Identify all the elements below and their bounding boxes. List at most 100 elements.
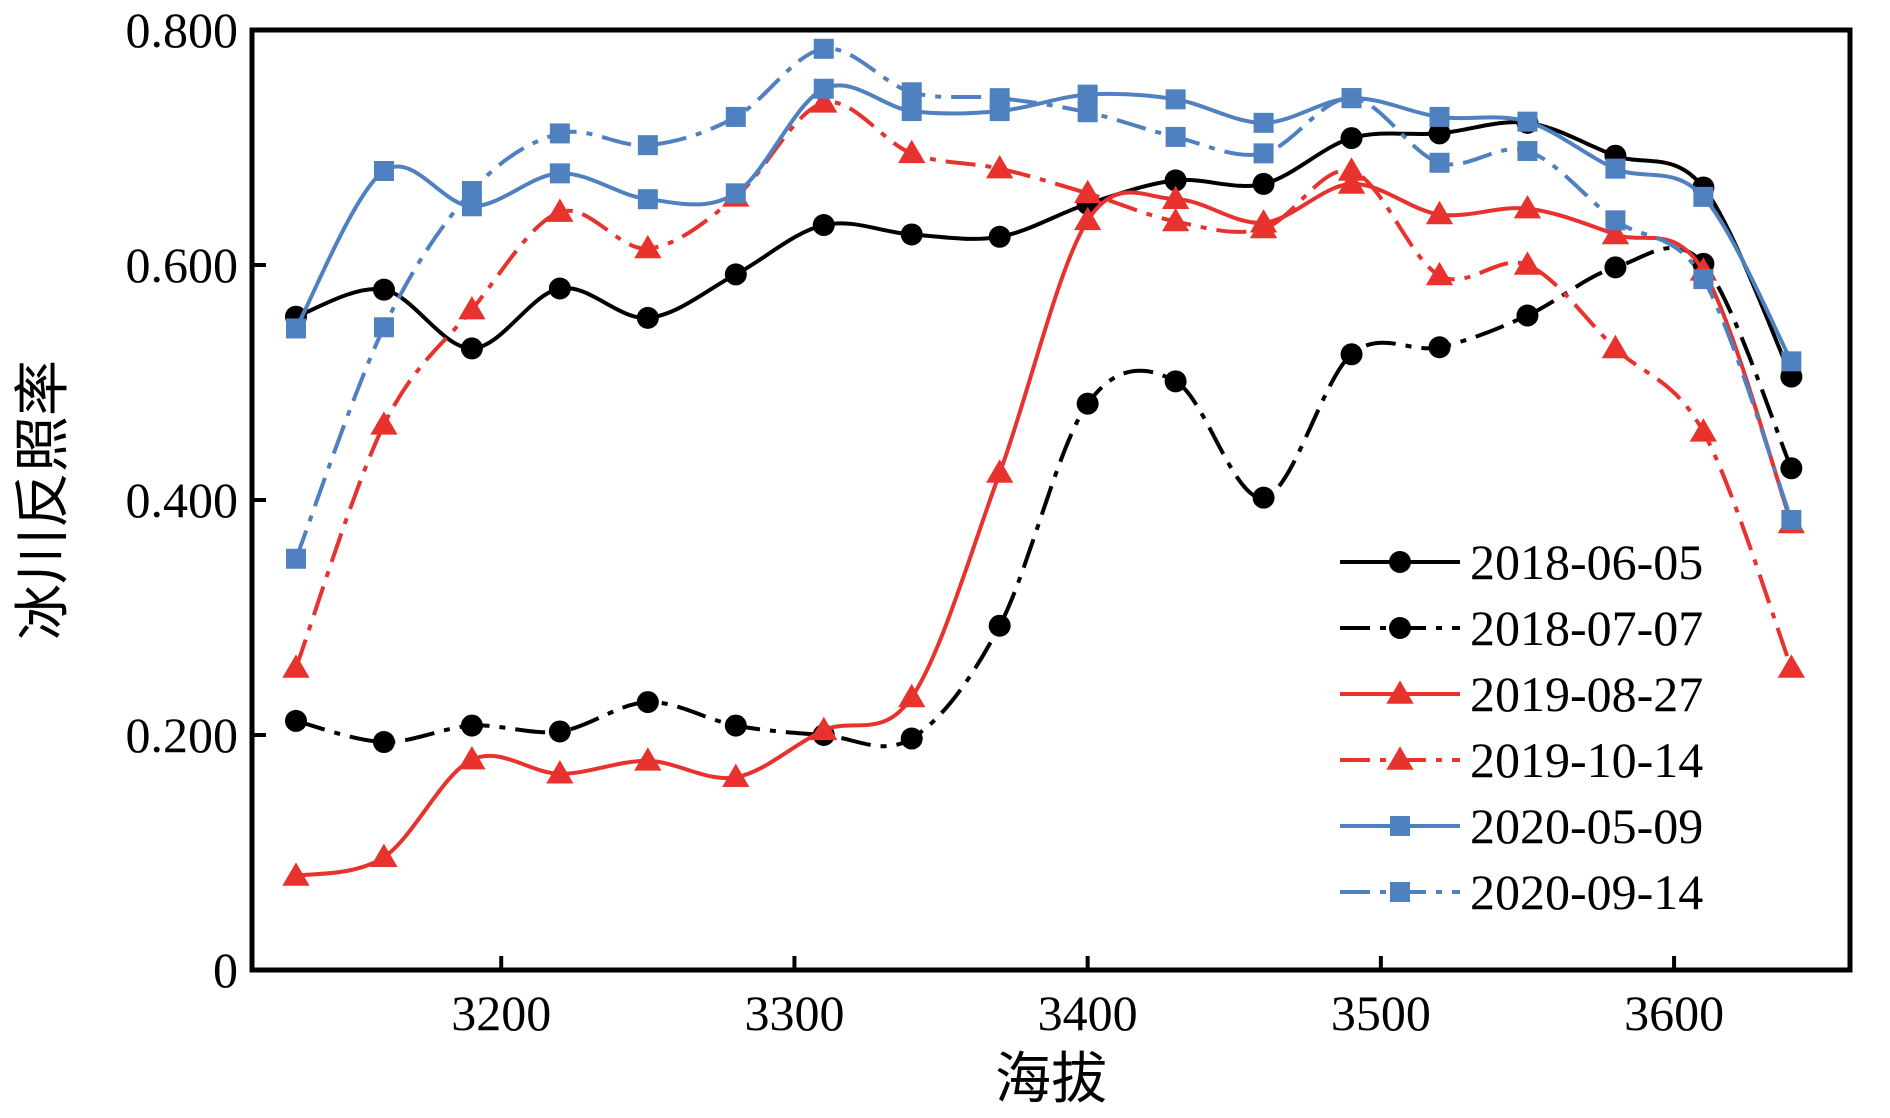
data-point-circle [900, 223, 923, 246]
x-tick-label: 3400 [1038, 985, 1138, 1041]
data-point-triangle [1777, 654, 1805, 678]
series-line [295, 120, 1794, 378]
data-point-square [1077, 84, 1098, 105]
data-point-circle [1252, 486, 1275, 509]
x-tick-label: 3500 [1331, 985, 1431, 1041]
legend-marker [1390, 816, 1410, 836]
legend-item: 2020-05-09 [1340, 798, 1703, 854]
data-point-square [1253, 112, 1274, 133]
x-tick-label: 3200 [451, 985, 551, 1041]
series-layer [282, 38, 1805, 886]
data-point-triangle [1074, 206, 1102, 231]
data-point-triangle [1689, 418, 1717, 442]
data-point-square [285, 318, 306, 339]
data-point-triangle [1337, 157, 1366, 181]
data-point-circle [988, 225, 1011, 248]
legend-item: 2018-06-05 [1340, 534, 1703, 590]
data-point-square [637, 189, 658, 210]
data-point-triangle [986, 459, 1014, 483]
data-point-triangle [1425, 261, 1454, 286]
data-point-triangle [458, 296, 486, 320]
data-point-square [1253, 143, 1274, 164]
data-point-square [549, 123, 570, 144]
data-point-square [1165, 89, 1186, 110]
data-point-triangle [546, 760, 574, 784]
data-point-circle [1428, 122, 1451, 145]
data-point-circle [1340, 127, 1363, 150]
data-point-square [1517, 111, 1538, 132]
data-point-square [1781, 509, 1802, 530]
data-point-triangle [898, 139, 926, 164]
data-point-triangle [898, 683, 926, 708]
data-point-circle [724, 263, 747, 286]
series-line [294, 83, 1794, 363]
data-point-circle [1340, 343, 1363, 366]
data-point-circle [1604, 256, 1627, 279]
data-point-triangle [634, 234, 662, 259]
data-point-square [373, 317, 394, 338]
data-point-triangle [1425, 200, 1454, 225]
axis-ticks: 3200 3300 3400 3500 3600 0 0.200 0.400 0.600 0.80… [126, 2, 1725, 1041]
data-point-square [373, 161, 394, 181]
series-2020-05-09 [285, 78, 1802, 372]
legend-label: 2020-05-09 [1470, 798, 1703, 854]
y-tick-label: 0.800 [126, 2, 239, 58]
data-point-triangle [546, 198, 574, 222]
data-point-square [1429, 106, 1450, 127]
data-point-circle [636, 691, 659, 714]
data-point-triangle [1337, 170, 1366, 194]
data-point-circle [1164, 169, 1187, 192]
data-point-triangle [1074, 179, 1102, 204]
data-point-circle [900, 727, 923, 750]
data-point-square [901, 82, 922, 103]
legend-item: 2019-08-27 [1340, 666, 1703, 722]
series-2020-09-14 [285, 38, 1802, 569]
data-point-square [637, 135, 658, 156]
y-axis-title: 冰川反照率 [11, 360, 76, 640]
y-tick-label: 0.400 [126, 472, 239, 528]
data-point-triangle [458, 746, 486, 770]
data-point-circle [284, 709, 307, 732]
data-point-square [285, 548, 306, 569]
x-axis-title: 海拔 [995, 1047, 1107, 1112]
data-point-square [1605, 210, 1626, 231]
data-point-square [1781, 351, 1802, 372]
data-point-triangle [810, 716, 838, 741]
data-point-square [461, 180, 482, 201]
legend-marker [1386, 746, 1414, 770]
data-point-circle [1428, 336, 1451, 359]
data-point-triangle [370, 411, 398, 435]
data-point-square [461, 196, 482, 217]
data-point-circle [724, 714, 747, 737]
x-tick-label: 3300 [744, 985, 844, 1041]
data-point-triangle [1513, 251, 1542, 275]
data-point-triangle [634, 747, 662, 771]
legend-label: 2020-09-14 [1470, 864, 1703, 920]
data-point-square [725, 183, 746, 204]
legend-marker [1389, 551, 1411, 573]
data-point-square [1693, 269, 1714, 290]
legend-label: 2019-10-14 [1470, 732, 1703, 788]
data-point-square [1341, 88, 1362, 109]
data-point-triangle [1249, 214, 1278, 239]
legend-label: 2018-07-07 [1470, 600, 1703, 656]
data-point-square [549, 163, 570, 184]
legend-label: 2019-08-27 [1470, 666, 1703, 722]
data-point-circle [548, 277, 571, 300]
data-point-circle [372, 731, 395, 754]
data-point-square [813, 78, 834, 99]
data-point-triangle [282, 862, 310, 886]
data-point-triangle [1601, 220, 1630, 245]
legend-marker [1386, 680, 1414, 704]
data-point-circle [460, 337, 483, 360]
legend-item: 2020-09-14 [1340, 864, 1703, 920]
data-point-square [1165, 126, 1186, 147]
data-point-square [725, 106, 746, 127]
legend-label: 2018-06-05 [1470, 534, 1703, 590]
legend-marker [1389, 617, 1411, 639]
legend-marker [1390, 882, 1410, 902]
data-point-circle [636, 306, 659, 329]
data-point-square [813, 38, 834, 59]
